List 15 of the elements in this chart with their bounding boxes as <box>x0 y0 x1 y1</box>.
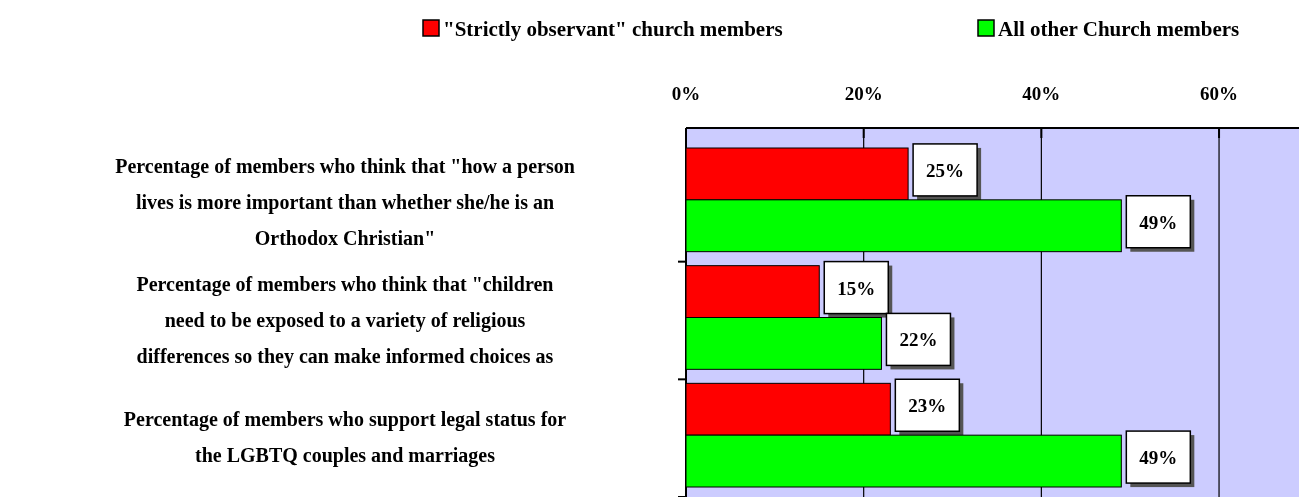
data-label: 49% <box>1139 447 1178 469</box>
x-tick-label: 60% <box>1200 83 1239 104</box>
data-label: 15% <box>837 277 876 299</box>
x-tick-label: 0% <box>671 83 701 104</box>
y-tick-label: Percentage of members who think that "how a person lives is more important than whether she/he is an Orthodox Christian" <box>115 154 575 249</box>
data-label: 22% <box>899 329 938 351</box>
x-tick-label: 20% <box>844 83 883 104</box>
x-tick-label: 40% <box>1022 83 1061 104</box>
y-tick-label: Percentage of members who think that "children need to be exposed to a variety of religious differences so they can make informed choices as <box>136 272 554 368</box>
data-label: 49% <box>1139 211 1178 233</box>
data-label: 23% <box>908 395 947 417</box>
y-tick-label: Percentage of members who support legal status for the LGBTQ couples and marriages <box>123 408 567 468</box>
legend-label: "Strictly observant" church members <box>443 17 783 41</box>
legend-label: All other Church members <box>998 17 1240 41</box>
data-label: 25% <box>926 159 965 181</box>
